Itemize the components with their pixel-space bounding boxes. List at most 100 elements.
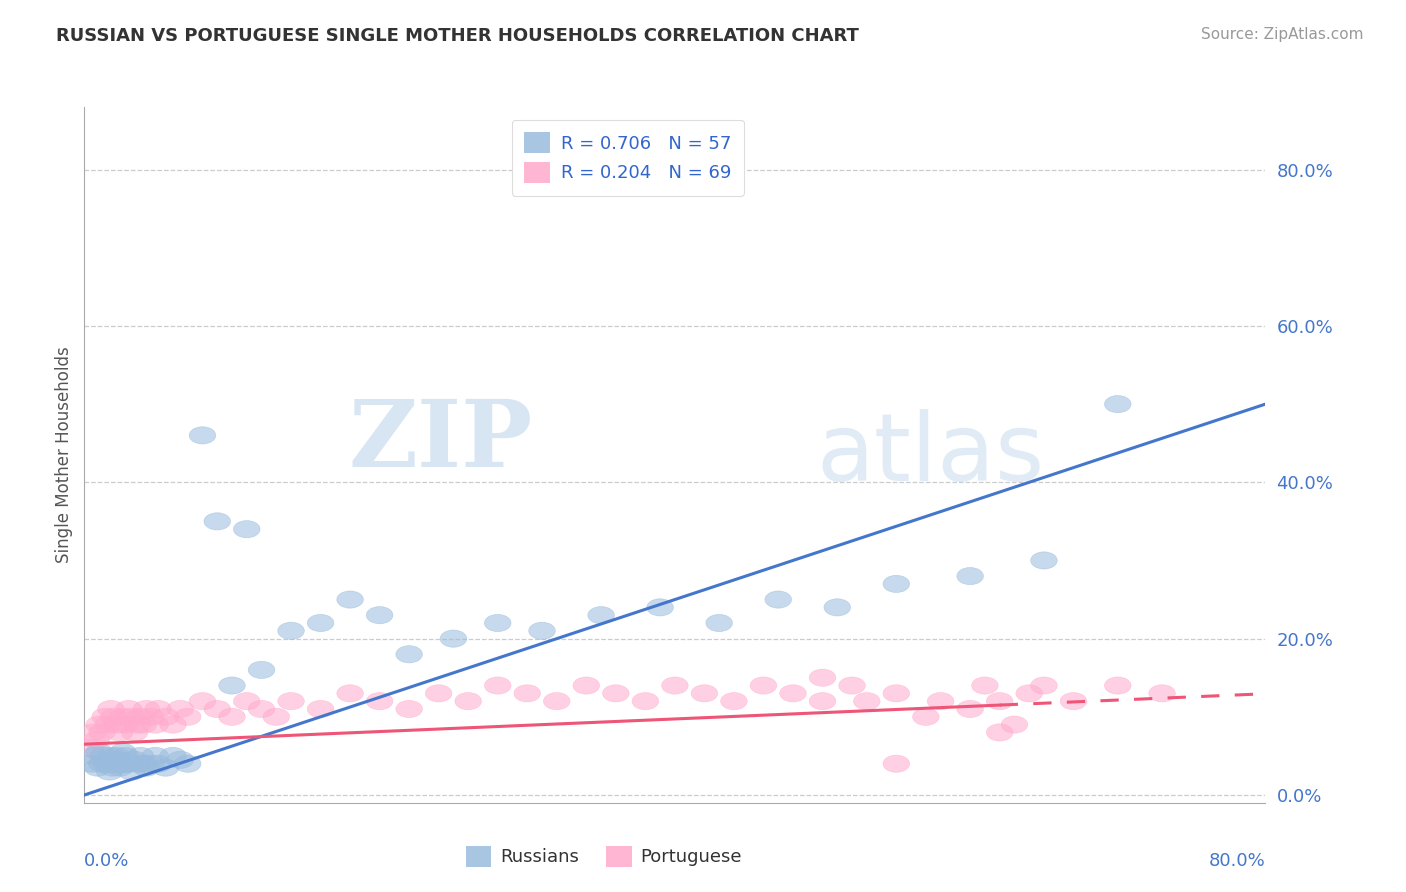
Ellipse shape (308, 615, 333, 632)
Ellipse shape (1060, 692, 1087, 710)
Ellipse shape (104, 716, 131, 733)
Ellipse shape (440, 630, 467, 648)
Ellipse shape (110, 708, 136, 725)
Ellipse shape (810, 669, 835, 686)
Ellipse shape (79, 756, 105, 772)
Ellipse shape (96, 763, 122, 780)
Text: 0.0%: 0.0% (84, 852, 129, 870)
Ellipse shape (839, 677, 865, 694)
Ellipse shape (138, 756, 165, 772)
Ellipse shape (98, 759, 125, 776)
Ellipse shape (105, 751, 132, 768)
Legend: Russians, Portuguese: Russians, Portuguese (458, 838, 749, 874)
Ellipse shape (152, 759, 179, 776)
Ellipse shape (121, 723, 148, 741)
Ellipse shape (278, 623, 304, 640)
Ellipse shape (544, 692, 569, 710)
Ellipse shape (588, 607, 614, 624)
Ellipse shape (160, 747, 186, 764)
Ellipse shape (1031, 552, 1057, 569)
Ellipse shape (485, 615, 510, 632)
Ellipse shape (515, 685, 540, 702)
Ellipse shape (1017, 685, 1042, 702)
Ellipse shape (426, 685, 451, 702)
Ellipse shape (94, 716, 121, 733)
Ellipse shape (94, 751, 121, 768)
Ellipse shape (97, 700, 124, 717)
Ellipse shape (134, 700, 160, 717)
Ellipse shape (1001, 716, 1028, 733)
Ellipse shape (145, 756, 172, 772)
Ellipse shape (101, 756, 127, 772)
Ellipse shape (883, 575, 910, 592)
Ellipse shape (824, 599, 851, 616)
Ellipse shape (603, 685, 628, 702)
Ellipse shape (278, 692, 304, 710)
Ellipse shape (633, 692, 658, 710)
Ellipse shape (263, 708, 290, 725)
Ellipse shape (127, 747, 153, 764)
Ellipse shape (121, 751, 148, 768)
Ellipse shape (396, 700, 422, 717)
Ellipse shape (167, 700, 194, 717)
Ellipse shape (204, 700, 231, 717)
Ellipse shape (456, 692, 481, 710)
Ellipse shape (142, 747, 169, 764)
Ellipse shape (751, 677, 776, 694)
Ellipse shape (337, 591, 363, 608)
Ellipse shape (692, 685, 717, 702)
Ellipse shape (174, 756, 201, 772)
Ellipse shape (912, 708, 939, 725)
Ellipse shape (97, 747, 124, 764)
Ellipse shape (89, 723, 115, 741)
Ellipse shape (112, 716, 139, 733)
Ellipse shape (219, 708, 245, 725)
Ellipse shape (86, 743, 112, 761)
Ellipse shape (529, 623, 555, 640)
Ellipse shape (780, 685, 806, 702)
Ellipse shape (77, 739, 104, 756)
Ellipse shape (93, 756, 120, 772)
Ellipse shape (883, 685, 910, 702)
Ellipse shape (108, 756, 135, 772)
Ellipse shape (765, 591, 792, 608)
Ellipse shape (233, 521, 260, 538)
Ellipse shape (83, 731, 110, 749)
Ellipse shape (91, 708, 118, 725)
Ellipse shape (574, 677, 599, 694)
Text: Source: ZipAtlas.com: Source: ZipAtlas.com (1201, 27, 1364, 42)
Ellipse shape (142, 716, 169, 733)
Ellipse shape (1149, 685, 1175, 702)
Ellipse shape (987, 692, 1012, 710)
Ellipse shape (134, 759, 160, 776)
Ellipse shape (1105, 677, 1130, 694)
Ellipse shape (706, 615, 733, 632)
Text: atlas: atlas (817, 409, 1045, 501)
Ellipse shape (883, 756, 910, 772)
Ellipse shape (721, 692, 747, 710)
Ellipse shape (957, 567, 983, 584)
Ellipse shape (190, 692, 215, 710)
Ellipse shape (853, 692, 880, 710)
Ellipse shape (810, 692, 835, 710)
Ellipse shape (145, 700, 172, 717)
Ellipse shape (987, 723, 1012, 741)
Ellipse shape (89, 756, 115, 772)
Ellipse shape (107, 759, 134, 776)
Ellipse shape (249, 661, 274, 679)
Ellipse shape (167, 751, 194, 768)
Ellipse shape (396, 646, 422, 663)
Ellipse shape (204, 513, 231, 530)
Ellipse shape (107, 723, 134, 741)
Ellipse shape (118, 763, 145, 780)
Text: ZIP: ZIP (349, 396, 533, 486)
Ellipse shape (972, 677, 998, 694)
Ellipse shape (1105, 395, 1130, 413)
Ellipse shape (101, 708, 127, 725)
Ellipse shape (114, 756, 141, 772)
Ellipse shape (249, 700, 274, 717)
Ellipse shape (131, 716, 156, 733)
Ellipse shape (115, 700, 142, 717)
Ellipse shape (662, 677, 688, 694)
Ellipse shape (928, 692, 953, 710)
